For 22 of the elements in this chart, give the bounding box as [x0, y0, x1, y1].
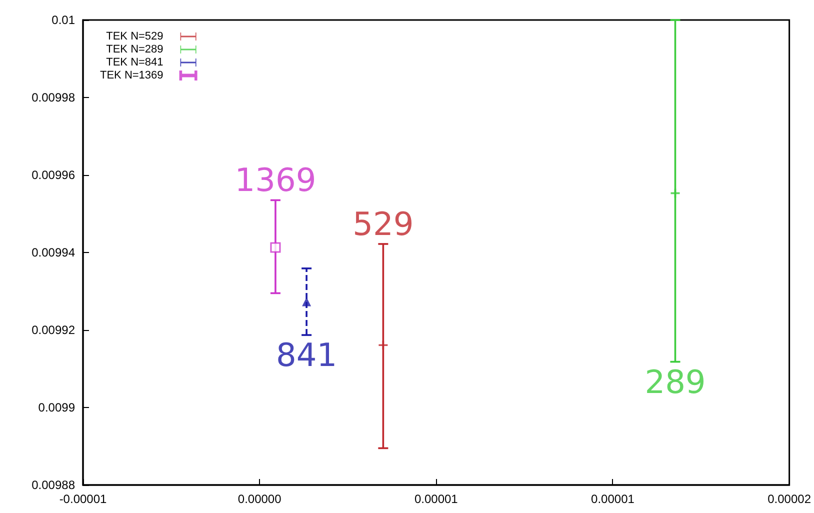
x-tick-label: 0.00001	[591, 492, 635, 506]
legend-label: TEK N=841	[106, 56, 164, 68]
y-tick-label: 0.00994	[32, 246, 76, 260]
annotation: 529	[352, 204, 414, 243]
x-tick-label: 0.00000	[238, 492, 282, 506]
annotation: 1369	[234, 161, 316, 200]
legend-label: TEK N=529	[106, 30, 164, 42]
annotation: 289	[644, 362, 706, 401]
y-tick-label: 0.00998	[32, 90, 76, 104]
y-tick-label: 0.00992	[32, 323, 76, 337]
y-tick-label: 0.00996	[32, 168, 76, 182]
legend-label: TEK N=289	[106, 44, 164, 56]
y-tick-label: 0.01	[52, 13, 76, 27]
point	[378, 340, 388, 350]
x-tick-label: -0.00001	[59, 492, 108, 506]
annotation: 841	[276, 336, 338, 374]
x-tick-label: 0.00002	[768, 492, 812, 506]
legend-label: TEK N=1369	[100, 70, 164, 82]
y-tick-label: 0.00988	[32, 478, 76, 492]
y-tick-label: 0.0099	[38, 400, 76, 414]
x-tick-label: 0.00001	[414, 492, 458, 506]
point	[270, 242, 281, 253]
